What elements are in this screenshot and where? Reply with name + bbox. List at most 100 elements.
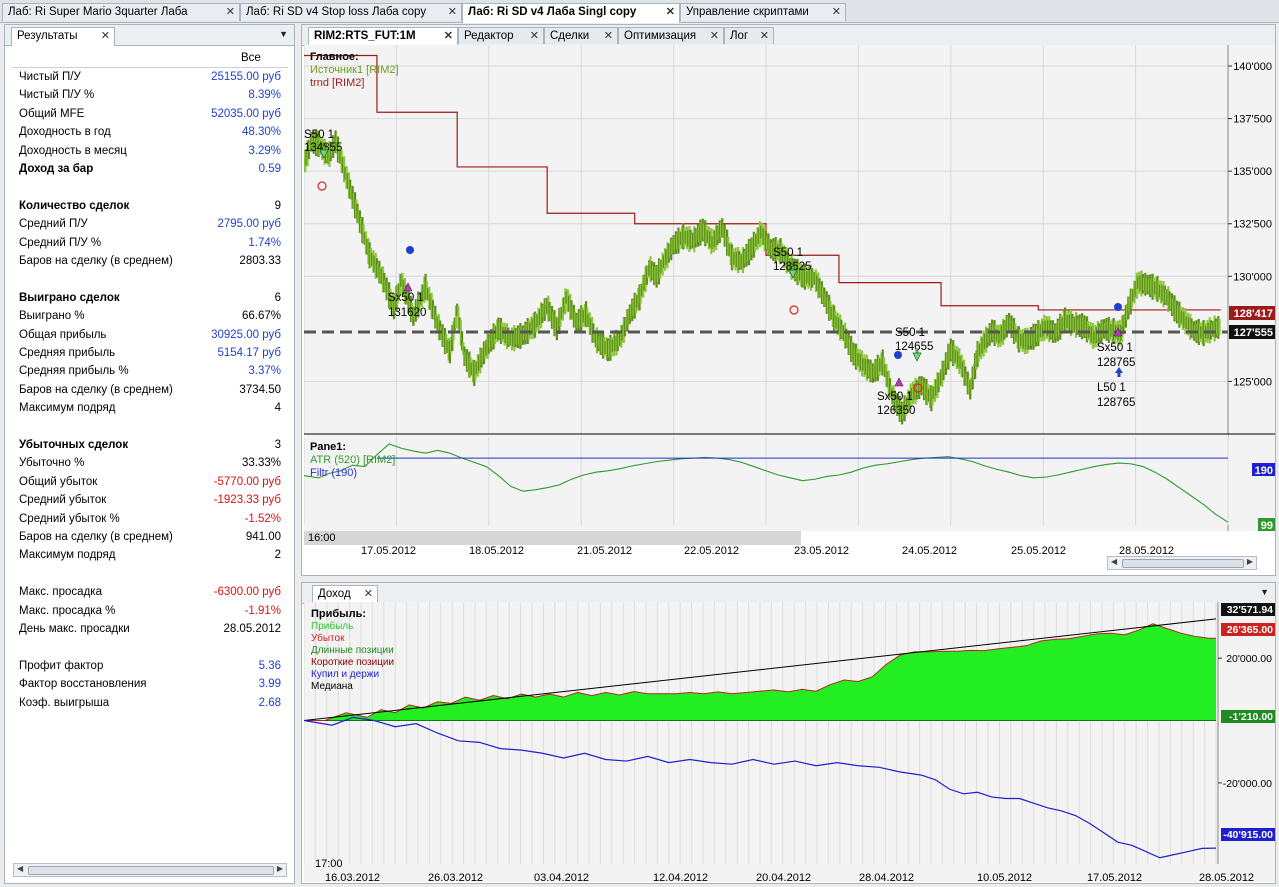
doc-tab-singl-copy[interactable]: Лаб: Ri SD v4 Лаба Singl copy ✕ xyxy=(462,3,680,23)
scroll-thumb[interactable] xyxy=(28,866,274,875)
close-icon[interactable]: ✕ xyxy=(100,30,110,42)
long-entry-icon xyxy=(1115,367,1123,377)
close-icon[interactable]: ✕ xyxy=(529,30,539,42)
atr-value: 99 xyxy=(1261,520,1273,531)
short-entry-icon xyxy=(912,348,922,362)
results-row: Средняя прибыль 5154.17 руб xyxy=(19,344,281,362)
results-row: Общий убыток -5770.00 руб xyxy=(19,473,281,491)
tab-label: Доход xyxy=(318,588,351,600)
income-axis xyxy=(1218,602,1275,864)
tab-results[interactable]: Результаты ✕ xyxy=(11,27,115,46)
trade-annotation: S50 1 xyxy=(304,129,334,141)
results-row-label: Фактор восстановления xyxy=(19,678,147,691)
results-row: Максимум подряд 2 xyxy=(19,546,281,564)
close-icon[interactable]: ✕ xyxy=(709,30,719,42)
tab-log[interactable]: Лог ✕ xyxy=(724,27,774,44)
close-icon[interactable]: ✕ xyxy=(759,30,769,42)
scroll-right-icon[interactable]: ▶ xyxy=(1246,557,1253,566)
results-row-label: Баров на сделку (в среднем) xyxy=(19,531,173,543)
profit-badge xyxy=(1221,623,1275,636)
results-row: Общая прибыль 30925.00 руб xyxy=(19,326,281,344)
buyhold-badge xyxy=(1221,828,1275,841)
results-row-value: 0.59 xyxy=(258,163,281,175)
chart-scrollbar[interactable]: ◀ ▶ xyxy=(1107,556,1257,570)
low-badge xyxy=(1221,710,1275,723)
legend-atr: ATR (520) [RIM2] xyxy=(310,454,395,466)
scroll-right-icon[interactable]: ▶ xyxy=(276,864,283,873)
results-row: Средний П/У 2795.00 руб xyxy=(19,215,281,233)
chevron-down-icon[interactable]: ▼ xyxy=(279,29,288,39)
results-row-label: Средний П/У xyxy=(19,218,88,231)
results-row: Выиграно сделок 6 xyxy=(19,289,281,307)
results-spacer xyxy=(19,418,281,436)
trade-annotation: Sx50 1 xyxy=(877,391,913,403)
results-row-label: Количество сделок xyxy=(19,199,130,212)
tab-deals[interactable]: Сделки ✕ xyxy=(544,27,618,44)
income-tabbar: Доход ✕ ▼ xyxy=(302,583,1275,604)
x-axis-label: 23.05.2012 xyxy=(794,545,849,557)
results-row-label: Макс. просадка % xyxy=(19,604,116,617)
x-axis-label: 17.05.2012 xyxy=(1087,872,1142,882)
results-row-value: 28.05.2012 xyxy=(223,623,281,635)
y-tick-label: -20'000.00 xyxy=(1223,778,1272,790)
results-row-label: Чистый П/У % xyxy=(19,89,95,102)
results-row-label: Чистый П/У xyxy=(19,71,81,83)
scroll-left-icon[interactable]: ◀ xyxy=(1111,557,1118,566)
tab-optimization[interactable]: Оптимизация ✕ xyxy=(618,27,724,44)
income-chart[interactable]: 20'000.00-20'000.00 32'571.94 26'365.00 … xyxy=(304,602,1275,882)
results-row: Средний П/У % 1.74% xyxy=(19,234,281,252)
results-row-label: Максимум подряд xyxy=(19,402,116,415)
trade-annotation: S50 1 xyxy=(895,327,925,339)
results-row-value: 66.67% xyxy=(241,310,281,323)
tab-rim2-chart[interactable]: RIM2:RTS_FUT:1M ✕ xyxy=(308,27,458,46)
close-icon[interactable]: ✕ xyxy=(665,6,675,18)
trade-annotation: 126350 xyxy=(877,405,915,417)
close-icon[interactable]: ✕ xyxy=(603,30,613,42)
results-row: Чистый П/У 25155.00 руб xyxy=(19,68,281,86)
results-row: Количество сделок 9 xyxy=(19,197,281,215)
doc-tab-scripts[interactable]: Управление скриптами ✕ xyxy=(680,3,846,21)
results-row-value: 3 xyxy=(274,439,281,451)
results-row-label: Средняя прибыль xyxy=(19,347,116,359)
results-row: Убыточных сделок 3 xyxy=(19,436,281,454)
price-chart[interactable]: 140'000 137'500 135'000 132'500 130'000 125'0… xyxy=(304,45,1275,531)
doc-tab-stop-loss[interactable]: Лаб: Ri SD v4 Stop loss Лаба copy ✕ xyxy=(240,3,462,21)
trade-annotation: L50 1 xyxy=(1097,382,1126,394)
trnd-price-badge xyxy=(1229,306,1275,320)
doc-tab-super-mario[interactable]: Лаб: Ri Super Mario 3quarter Лаба ✕ xyxy=(2,3,240,21)
atr-line xyxy=(304,443,1229,523)
results-row-value: 5.36 xyxy=(258,659,281,672)
pane-title-pane1: Pane1: xyxy=(310,441,346,453)
scroll-thumb[interactable] xyxy=(1122,559,1244,568)
price-axis xyxy=(1228,45,1275,531)
document-tabs: Лаб: Ri Super Mario 3quarter Лаба ✕ Лаб: … xyxy=(0,0,1279,23)
chevron-down-icon[interactable]: ▼ xyxy=(1260,587,1269,597)
results-row-value: 5154.17 руб xyxy=(217,347,282,359)
profit-edge xyxy=(304,623,1216,722)
last-price-value: 127'555 xyxy=(1234,327,1273,339)
results-row-value: -1.52% xyxy=(244,512,281,525)
sell-exit-icon xyxy=(894,377,904,387)
results-row-label: Средний убыток xyxy=(19,494,107,507)
close-icon[interactable]: ✕ xyxy=(447,6,457,18)
close-icon[interactable]: ✕ xyxy=(831,6,841,18)
results-row-value: -6300.00 руб xyxy=(213,586,281,599)
x-axis-label: 25.05.2012 xyxy=(1011,545,1066,557)
close-icon[interactable]: ✕ xyxy=(443,30,453,42)
close-icon[interactable]: ✕ xyxy=(225,6,235,18)
tab-income[interactable]: Доход ✕ xyxy=(312,585,378,602)
column-header-all[interactable]: Все xyxy=(241,52,261,64)
income-title: Прибыль: xyxy=(311,608,366,620)
trade-annotation: Sx50 1 xyxy=(1097,342,1133,354)
trade-annotation: 124655 xyxy=(895,341,933,353)
results-row-value: 941.00 xyxy=(245,531,281,543)
close-icon[interactable]: ✕ xyxy=(363,588,373,600)
tab-editor[interactable]: Редактор ✕ xyxy=(458,27,544,44)
filtr-value-badge xyxy=(1252,463,1275,476)
results-row-value: -1.91% xyxy=(244,604,281,617)
trnd-price-value: 128'417 xyxy=(1234,308,1273,320)
results-scrollbar[interactable]: ◀ ▶ xyxy=(13,863,287,877)
trade-annotation: 128765 xyxy=(1097,357,1135,369)
results-row-value: 4 xyxy=(274,402,281,415)
scroll-left-icon[interactable]: ◀ xyxy=(17,864,24,873)
